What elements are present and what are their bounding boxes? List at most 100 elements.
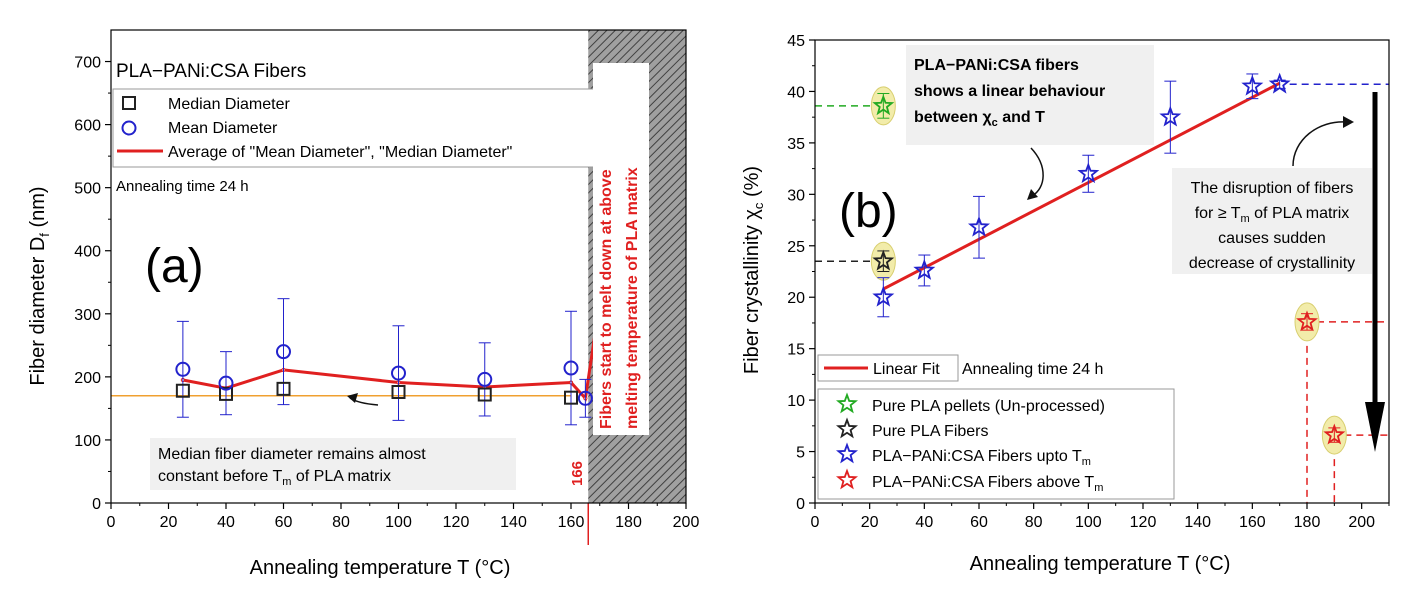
- star-point: [1268, 72, 1291, 94]
- annotation-disrupt-line3: causes sudden: [1218, 230, 1326, 247]
- annotation-disrupt-line2: for ≥ Tm of PLA matrix: [1195, 205, 1350, 225]
- y-tick-label-a: 100: [74, 433, 101, 450]
- legend-average: Average of "Mean Diameter", "Median Diam…: [168, 144, 512, 161]
- annotation-disrupt-line1: The disruption of fibers: [1191, 180, 1354, 197]
- xlabel-a: Annealing temperature T (°C): [250, 557, 511, 579]
- star-point: [913, 258, 936, 280]
- annotation-linear-box: PLA−PANi:CSA fibers shows a linear behav…: [906, 45, 1154, 145]
- melt-annotation-line1: Fibers start to melt down at above: [598, 169, 615, 429]
- mean-point: [218, 375, 234, 391]
- y-tick-label-a: 200: [74, 370, 101, 387]
- decrease-arrow-icon: [1365, 402, 1385, 452]
- x-tick-label-a: 160: [558, 514, 585, 531]
- legend-star-blue-icon: [835, 442, 859, 464]
- x-tick-label-b: 140: [1184, 514, 1211, 531]
- y-tick-label-b: 35: [787, 136, 805, 153]
- xlabel-b: Annealing temperature T (°C): [970, 553, 1231, 575]
- legend-star-green-icon: [835, 392, 859, 414]
- y-tick-label-a: 700: [74, 55, 101, 72]
- y-tick-label-b: 20: [787, 290, 805, 307]
- x-tick-label-a: 0: [107, 514, 116, 531]
- legend-pure-fibers: Pure PLA Fibers: [872, 423, 989, 440]
- star-point: [872, 285, 895, 307]
- legend-square-icon: [122, 96, 136, 110]
- melt-threshold-label: 166: [569, 461, 586, 486]
- mean-point: [276, 344, 291, 360]
- y-tick-label-b: 15: [787, 342, 805, 359]
- chart-a: 0 20 40 60 80 100 120 140 160 180 200 0 100 200 300 400…: [27, 29, 700, 579]
- legend-star-red-icon: [835, 468, 859, 490]
- star-point: [1241, 74, 1264, 96]
- annotation-box-bg: [150, 438, 516, 490]
- panel-label-a: (a): [145, 240, 204, 293]
- annotation-box-line3: between χc and T: [914, 109, 1045, 129]
- melt-annotation-bg: [593, 63, 649, 435]
- y-tick-label-a: 500: [74, 181, 101, 198]
- ylabel-b: Fiber crystallinity χc (%): [741, 166, 766, 374]
- star-point: [967, 215, 991, 237]
- legend-a: Median Diameter Mean Diameter Average of…: [112, 88, 597, 168]
- mean-point: [175, 361, 191, 377]
- legend-box-a: [112, 88, 597, 168]
- annotation-median-line2: constant before Tm of PLA matrix: [158, 468, 391, 488]
- title-a: PLA−PANi:CSA Fibers: [116, 61, 306, 82]
- legend-median: Median Diameter: [168, 96, 291, 113]
- y-tick-label-b: 45: [787, 33, 805, 50]
- ylabel-a: Fiber diameter Df (nm): [27, 186, 52, 385]
- x-tick-label-b: 120: [1130, 514, 1157, 531]
- melt-annotation: Fibers start to melt down at above melti…: [593, 63, 649, 435]
- mean-point: [391, 365, 406, 381]
- y-tick-label-a: 600: [74, 118, 101, 135]
- median-point: [276, 381, 291, 396]
- median-point: [564, 390, 578, 405]
- star-point: [1295, 310, 1319, 332]
- y-tick-label-b: 30: [787, 187, 805, 204]
- annotation-box-bg: [906, 45, 1154, 145]
- x-tick-label-a: 80: [332, 514, 350, 531]
- annotation-box-line1: PLA−PANi:CSA fibers: [914, 57, 1079, 74]
- median-point: [391, 385, 406, 400]
- annotation-median-line1: Median fiber diameter remains almost: [158, 446, 426, 463]
- star-point: [1323, 423, 1346, 445]
- y-tick-label-b: 40: [787, 84, 805, 101]
- x-tick-label-a: 100: [385, 514, 412, 531]
- annotation-median-box: Median fiber diameter remains almost con…: [150, 438, 516, 490]
- legend-b: Linear Fit Annealing time 24 h Pure PLA …: [817, 354, 1175, 500]
- y-tick-label-b: 25: [787, 239, 805, 256]
- legend-fit: Linear Fit: [873, 361, 940, 378]
- x-tick-label-b: 180: [1294, 514, 1321, 531]
- mean-point: [563, 360, 579, 376]
- y-tick-label-b: 0: [796, 496, 805, 513]
- arrow-head-icon: [347, 393, 358, 403]
- y-tick-label-a: 0: [92, 496, 101, 513]
- legend-upto-tm: PLA−PANi:CSA Fibers upto Tm: [872, 448, 1091, 468]
- median-point: [175, 383, 190, 398]
- annotation-disruption: The disruption of fibers for ≥ Tm of PLA…: [1172, 168, 1372, 274]
- legend-pellets: Pure PLA pellets (Un-processed): [872, 398, 1105, 415]
- x-tick-label-a: 180: [615, 514, 642, 531]
- x-tick-label-b: 40: [915, 514, 933, 531]
- annotation-time-b: Annealing time 24 h: [962, 361, 1103, 378]
- x-tick-label-a: 120: [443, 514, 470, 531]
- x-tick-label-b: 100: [1075, 514, 1102, 531]
- annotation-box-line2: shows a linear behaviour: [914, 83, 1105, 100]
- y-tick-label-a: 300: [74, 307, 101, 324]
- x-tick-label-b: 20: [861, 514, 879, 531]
- legend-box-b: [817, 388, 1175, 500]
- x-tick-label-b: 80: [1025, 514, 1043, 531]
- x-tick-label-b: 0: [811, 514, 820, 531]
- x-tick-label-a: 40: [217, 514, 235, 531]
- melt-annotation-line2: melting temperature of PLA matrix: [624, 167, 641, 429]
- y-tick-label-b: 10: [787, 393, 805, 410]
- annotation-arrow-b: [1030, 147, 1044, 197]
- x-tick-label-b: 160: [1239, 514, 1266, 531]
- arrow-head-icon: [1027, 189, 1038, 200]
- legend-circle-icon: [121, 120, 137, 136]
- legend-above-tm: PLA−PANi:CSA Fibers above Tm: [872, 474, 1103, 494]
- mean-point: [477, 371, 493, 387]
- x-tick-label-a: 200: [673, 514, 700, 531]
- star-point: [1077, 162, 1100, 184]
- annotation-box-bg: [1172, 168, 1372, 274]
- legend-star-black-icon: [835, 417, 859, 439]
